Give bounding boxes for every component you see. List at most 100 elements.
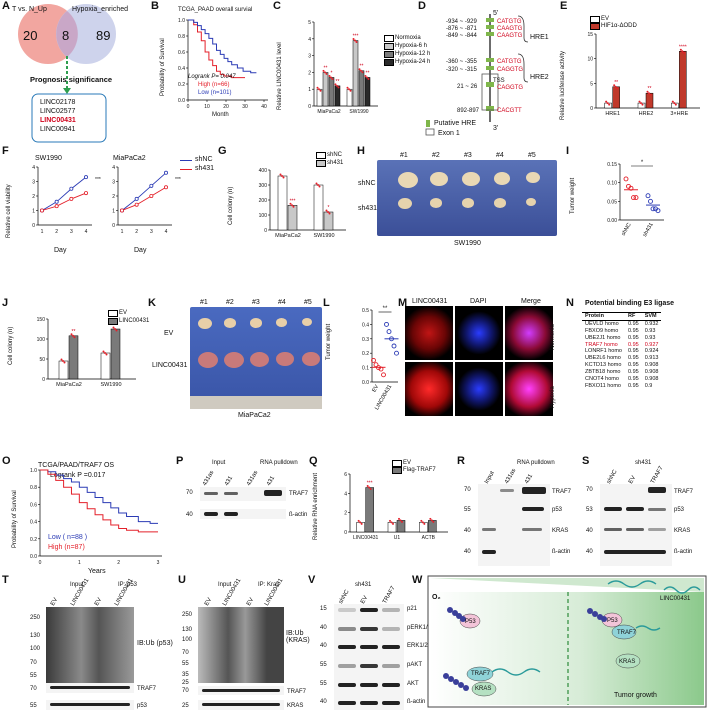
gene-3: LINC00431 xyxy=(40,117,76,124)
y-tick-label: 6 xyxy=(344,472,347,478)
bar-point xyxy=(421,521,424,524)
table-row: UEVLD homo 0.95 0.932 xyxy=(582,320,661,327)
bar-point xyxy=(63,361,66,364)
viability-point xyxy=(69,186,74,191)
bar-point xyxy=(430,519,433,522)
w-outcome: Tumor growth xyxy=(614,692,657,699)
viability-point xyxy=(119,208,124,213)
panel-label-k: K xyxy=(148,297,156,309)
bar-point xyxy=(682,51,685,54)
u-header-ip: IP: Kras xyxy=(258,582,280,588)
p-band-5 xyxy=(224,512,238,516)
viability-point xyxy=(164,185,169,190)
e-ylabel: Relative luciferase activity xyxy=(560,50,566,120)
bar-point xyxy=(316,86,319,89)
bar-point xyxy=(318,185,321,188)
tumor xyxy=(250,352,269,368)
bar-SW1990-Hypoxia-6 h xyxy=(352,40,359,107)
y-tick-label: 0 xyxy=(308,104,311,110)
km-line-Low (n=101) xyxy=(188,19,257,74)
bar-ACTB-Flag-TRAF7 xyxy=(428,520,437,533)
t-label-traf7: TRAF7 xyxy=(137,686,157,692)
x-tick-label: 20 xyxy=(223,104,229,110)
wb-band xyxy=(360,683,378,687)
u-mw-7: 25 xyxy=(182,680,189,686)
bar-point xyxy=(331,77,334,80)
viability-point xyxy=(134,202,139,207)
r-band-2 xyxy=(522,487,546,494)
m-row-1: Normoxia xyxy=(550,324,556,350)
p-header-pulldown: RNA pulldown xyxy=(260,460,298,466)
x-category-label: LINC00431 xyxy=(353,535,379,541)
o-legend-high: High (n=87) xyxy=(48,544,85,551)
v-mw-6: 40 xyxy=(320,699,327,705)
significance-label: *** xyxy=(367,481,373,487)
d-site-pos-2: -876 ~ -871 xyxy=(446,26,477,32)
y-tick-label: 0 xyxy=(42,377,45,383)
x-category-label: U1 xyxy=(394,535,401,541)
y-tick-label: 0.8 xyxy=(178,34,185,40)
bar-point xyxy=(361,71,364,74)
t-lane-3: EV xyxy=(94,597,104,607)
d-site-seq-7: CACGTT xyxy=(497,108,522,114)
k-row-linc: LINC00431 xyxy=(152,362,188,369)
bar-point xyxy=(366,485,369,488)
table-cell: 0.95 xyxy=(628,341,639,348)
table-cell: 0.908 xyxy=(644,369,659,375)
legend-swatch xyxy=(384,43,394,50)
x-tick-label: 1 xyxy=(121,229,124,235)
x-tick-label: 2 xyxy=(55,229,58,235)
bar-point xyxy=(605,100,608,103)
viability-point xyxy=(149,183,154,188)
x-category-label: 3×HRE xyxy=(670,111,688,117)
table-cell: 0.924 xyxy=(644,348,659,355)
tumor xyxy=(302,352,320,367)
panel-label-e: E xyxy=(560,0,568,12)
y-tick-label: 0.00 xyxy=(607,218,617,224)
wb-band xyxy=(338,627,356,631)
scatter-point-sh431 xyxy=(655,208,661,214)
w-o2: O₂ xyxy=(432,594,441,601)
b-title: TCGA_PAAD overall survial xyxy=(178,7,253,13)
bar-point xyxy=(648,92,650,95)
wb-band xyxy=(360,645,378,649)
r-band-6 xyxy=(482,550,496,554)
r-band-1 xyxy=(500,489,514,492)
table-cell: 0.93 xyxy=(644,334,656,341)
p-band-3 xyxy=(264,490,282,496)
km-line-High (n=87) xyxy=(40,469,158,533)
bar-point xyxy=(73,336,76,339)
r-label-1: TRAF7 xyxy=(552,489,572,495)
legend-swatch xyxy=(384,35,394,42)
q-ylabel: Relative RNA enrichment xyxy=(313,472,319,540)
h-row-shnc: shNC xyxy=(358,180,376,187)
y-tick-label: 10 xyxy=(587,57,593,63)
table-cell: TRAF7 homo xyxy=(585,341,618,348)
k-col-2: #2 xyxy=(226,299,234,306)
bar-LINC00431-Flag-TRAF7 xyxy=(365,487,374,533)
viability-point xyxy=(54,199,59,204)
y-tick-label: 3 xyxy=(308,54,311,60)
legend-line xyxy=(180,160,192,161)
fluorescence-image xyxy=(455,362,503,416)
prognosis-label: Prognosis significance xyxy=(30,75,113,84)
bar-point xyxy=(641,103,644,106)
y-tick-label: 0.4 xyxy=(30,520,37,526)
k-col-5: #5 xyxy=(304,299,312,306)
bar-point xyxy=(328,74,331,77)
y-tick-label: 100 xyxy=(37,337,46,343)
s-band-2 xyxy=(604,507,622,511)
y-tick-label: 0.4 xyxy=(362,322,369,328)
d-site-seq-6: CAGGTG xyxy=(497,85,524,91)
p-mw-2: 40 xyxy=(186,512,193,518)
u-mw-8: 70 xyxy=(182,688,189,694)
t-mw-3: 100 xyxy=(30,646,41,652)
bar-U1-Flag-TRAF7 xyxy=(396,520,406,533)
tumor xyxy=(430,198,442,208)
u-mw-9: 25 xyxy=(182,703,189,709)
d-legend-exon: Exon 1 xyxy=(438,130,460,137)
y-tick-label: 4 xyxy=(308,37,311,43)
bar-point xyxy=(355,40,358,43)
legend-label: shNC xyxy=(327,152,343,158)
wb-band xyxy=(360,627,378,631)
